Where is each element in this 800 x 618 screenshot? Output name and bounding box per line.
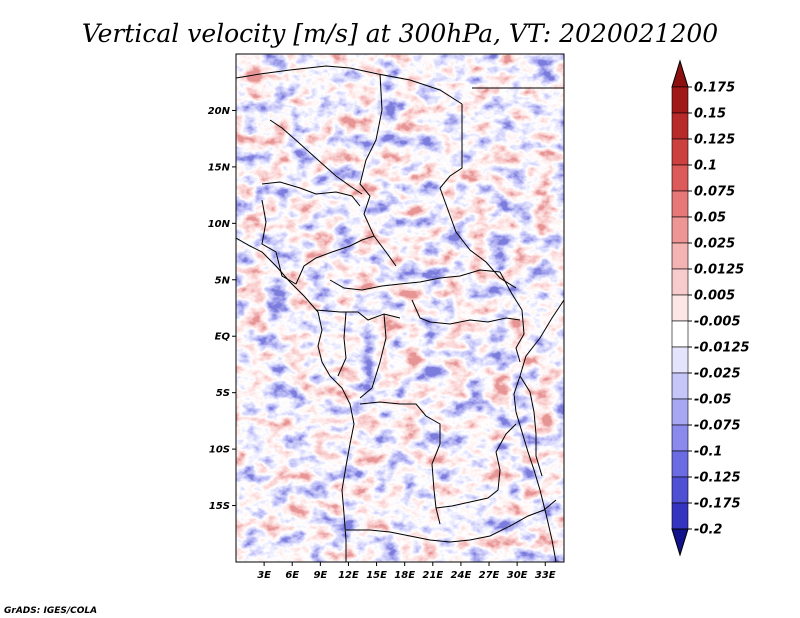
lat-tick-label: 5N bbox=[215, 275, 231, 286]
colorbar: 0.175 0.15 0.125 0.1 0.075 0.05 0.025 0.0125 0.0… bbox=[671, 59, 750, 557]
colorbar-swatch bbox=[671, 424, 689, 452]
colorbar-swatch bbox=[671, 112, 689, 140]
colorbar-swatch bbox=[671, 294, 689, 322]
lon-tick-label: 6E bbox=[285, 570, 299, 581]
colorbar-swatch bbox=[671, 320, 689, 348]
colorbar-swatch bbox=[671, 372, 689, 400]
uganda-border bbox=[499, 271, 525, 363]
tanzania-border bbox=[519, 375, 543, 477]
northern-border bbox=[236, 65, 463, 105]
map-plot-area: 20N 15N 10N 5N EQ 5S 10S 15S 3E 6E 9E 12E 15E 18E 21E… bbox=[208, 53, 565, 581]
zambia-border bbox=[435, 423, 517, 509]
latitude-axis: 20N 15N 10N 5N EQ 5S 10S 15S bbox=[208, 106, 236, 512]
colorbar-swatch bbox=[671, 138, 689, 166]
colorbar-tick-label: -0.125 bbox=[694, 471, 741, 486]
lat-tick-label: 15S bbox=[209, 501, 230, 512]
lat-tick-label: 20N bbox=[208, 106, 231, 117]
congo-drc-border bbox=[359, 313, 387, 399]
colorbar-tick-label: -0.075 bbox=[694, 419, 741, 434]
colorbar-swatch bbox=[671, 216, 689, 244]
colorbar-tick-label: -0.175 bbox=[694, 497, 741, 512]
mali-border bbox=[269, 119, 363, 195]
lon-tick-label: 12E bbox=[338, 570, 359, 581]
lon-tick-label: 24E bbox=[451, 570, 472, 581]
country-boundaries bbox=[236, 65, 564, 562]
colorbar-tick-label: 0.075 bbox=[694, 185, 735, 200]
colorbar-tick-label: 0.15 bbox=[694, 107, 726, 122]
lon-tick-label: 3E bbox=[257, 570, 271, 581]
burkina-border bbox=[261, 181, 361, 207]
colorbar-tick-label: -0.1 bbox=[694, 445, 722, 460]
colorbar-swatch bbox=[671, 450, 689, 478]
lon-tick-label: 27E bbox=[479, 570, 500, 581]
colorbar-tick-label: 0.005 bbox=[694, 289, 735, 304]
longitude-axis: 3E 6E 9E 12E 15E 18E 21E 24E 27E 30E 33E bbox=[257, 562, 556, 581]
colorbar-bottom-arrow bbox=[671, 528, 689, 557]
chad-sudan-border bbox=[439, 104, 517, 289]
colorbar-tick-label: 0.025 bbox=[694, 237, 735, 252]
vertical-velocity-field bbox=[236, 54, 564, 562]
lat-tick-label: EQ bbox=[215, 332, 231, 343]
lon-tick-label: 9E bbox=[313, 570, 327, 581]
colorbar-swatch bbox=[671, 86, 689, 114]
lon-tick-label: 30E bbox=[507, 570, 528, 581]
colorbar-tick-label: 0.05 bbox=[694, 211, 726, 226]
lon-tick-label: 15E bbox=[366, 570, 387, 581]
colorbar-swatch bbox=[671, 398, 689, 426]
colorbar-swatch bbox=[671, 164, 689, 192]
colorbar-swatch bbox=[671, 502, 689, 530]
colorbar-tick-label: -0.025 bbox=[694, 367, 741, 382]
colorbar-tick-label: 0.0125 bbox=[694, 263, 744, 278]
ghana-border bbox=[261, 199, 297, 285]
colorbar-swatch bbox=[671, 190, 689, 218]
colorbar-swatch bbox=[671, 242, 689, 270]
east-coastline bbox=[513, 299, 564, 562]
niger-border bbox=[359, 73, 397, 267]
congo-west-border bbox=[337, 311, 347, 377]
colorbar-swatch bbox=[671, 346, 689, 374]
gabon-border bbox=[315, 309, 401, 321]
chart-title: Vertical velocity [m/s] at 300hPa, VT: 2… bbox=[82, 19, 718, 48]
lat-tick-label: 5S bbox=[216, 388, 230, 399]
colorbar-swatch bbox=[671, 476, 689, 504]
colorbar-tick-label: -0.2 bbox=[694, 523, 722, 538]
west-coastline bbox=[236, 237, 355, 562]
drc-north-border bbox=[411, 299, 521, 325]
angola-border bbox=[359, 401, 441, 525]
colorbar-top-arrow bbox=[671, 59, 689, 88]
colorbar-tick-label: -0.0125 bbox=[694, 341, 750, 356]
map-frame bbox=[235, 53, 565, 563]
colorbar-tick-label: 0.125 bbox=[694, 133, 735, 148]
lat-tick-label: 10S bbox=[209, 445, 230, 456]
lat-tick-label: 15N bbox=[208, 162, 231, 173]
lon-tick-label: 21E bbox=[422, 570, 443, 581]
southern-border bbox=[346, 499, 557, 543]
colorbar-swatch bbox=[671, 268, 689, 296]
colorbar-tick-label: 0.175 bbox=[694, 81, 735, 96]
colorbar-tick-label: -0.005 bbox=[694, 315, 741, 330]
lon-tick-label: 33E bbox=[535, 570, 556, 581]
colorbar-tick-label: 0.1 bbox=[694, 159, 717, 174]
grads-credit: GrADS: IGES/COLA bbox=[4, 606, 97, 616]
lat-tick-label: 10N bbox=[208, 219, 231, 230]
lon-tick-label: 18E bbox=[394, 570, 415, 581]
nigeria-south-border bbox=[295, 235, 375, 285]
colorbar-tick-label: -0.05 bbox=[694, 393, 731, 408]
car-north-border bbox=[329, 269, 501, 291]
